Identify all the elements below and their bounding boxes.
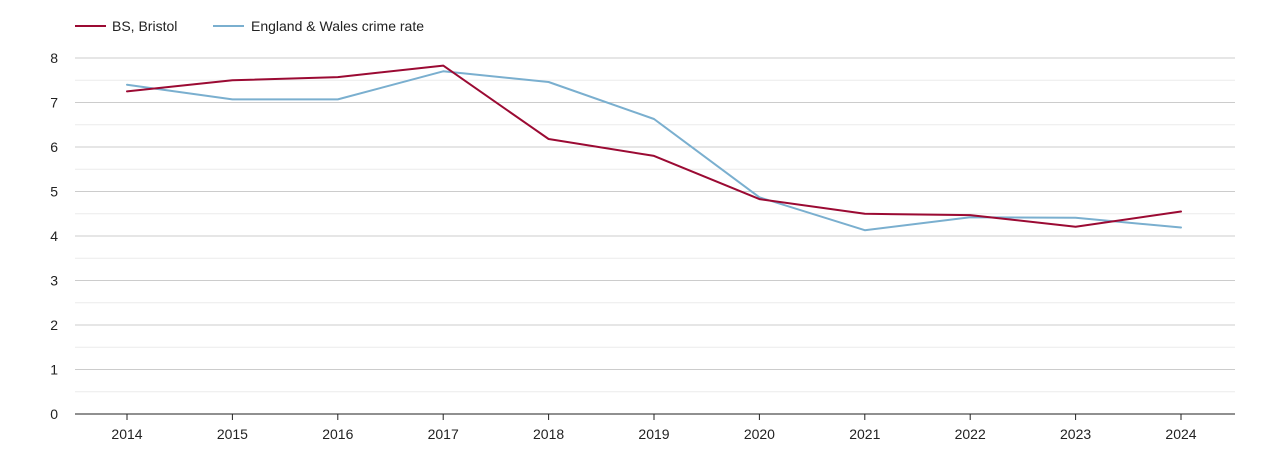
y-tick-label: 5 [50,184,58,200]
data-point[interactable] [753,193,765,205]
x-axis-ticks: 2014 2015 2016 2017 2018 2019 2020 2021 2022 2023… [111,414,1197,442]
x-tick-label: 2020 [744,426,775,442]
x-tick-label: 2024 [1165,426,1196,442]
x-tick-label: 2018 [533,426,564,442]
data-point[interactable] [121,85,133,97]
data-point[interactable] [859,224,871,236]
x-tick-label: 2014 [111,426,142,442]
data-point[interactable] [332,93,344,105]
y-tick-label: 2 [50,317,58,333]
legend-label-bs-bristol: BS, Bristol [112,18,177,34]
data-point[interactable] [1175,222,1187,234]
series-line-bs-bristol [126,64,1182,228]
data-point[interactable] [226,74,238,86]
legend-label-england-wales: England & Wales crime rate [251,18,424,34]
data-point[interactable] [1175,206,1187,218]
legend: BS, Bristol England & Wales crime rate [75,18,424,34]
data-point[interactable] [437,60,449,72]
x-tick-label: 2022 [955,426,986,442]
x-tick-label: 2021 [849,426,880,442]
y-tick-label: 8 [50,50,58,66]
data-point[interactable] [226,93,238,105]
x-tick-label: 2016 [322,426,353,442]
data-point[interactable] [543,76,555,88]
series-line-england-wales [126,70,1182,232]
data-point[interactable] [1070,221,1082,233]
data-point[interactable] [332,71,344,83]
x-tick-label: 2019 [638,426,669,442]
grid-lines [75,57,1235,393]
y-tick-label: 7 [50,95,58,111]
y-tick-label: 4 [50,228,58,244]
x-tick-label: 2015 [217,426,248,442]
y-tick-label: 1 [50,362,58,378]
y-axis-ticks: 0 1 2 3 4 5 6 7 8 [50,50,58,422]
y-tick-label: 3 [50,273,58,289]
x-tick-label: 2017 [428,426,459,442]
data-point[interactable] [648,150,660,162]
x-tick-label: 2023 [1060,426,1091,442]
series-lines [121,60,1187,236]
y-tick-label: 6 [50,139,58,155]
data-point[interactable] [648,113,660,125]
data-point[interactable] [964,209,976,221]
y-tick-label: 0 [50,406,58,422]
data-point[interactable] [543,133,555,145]
data-point[interactable] [859,208,871,220]
